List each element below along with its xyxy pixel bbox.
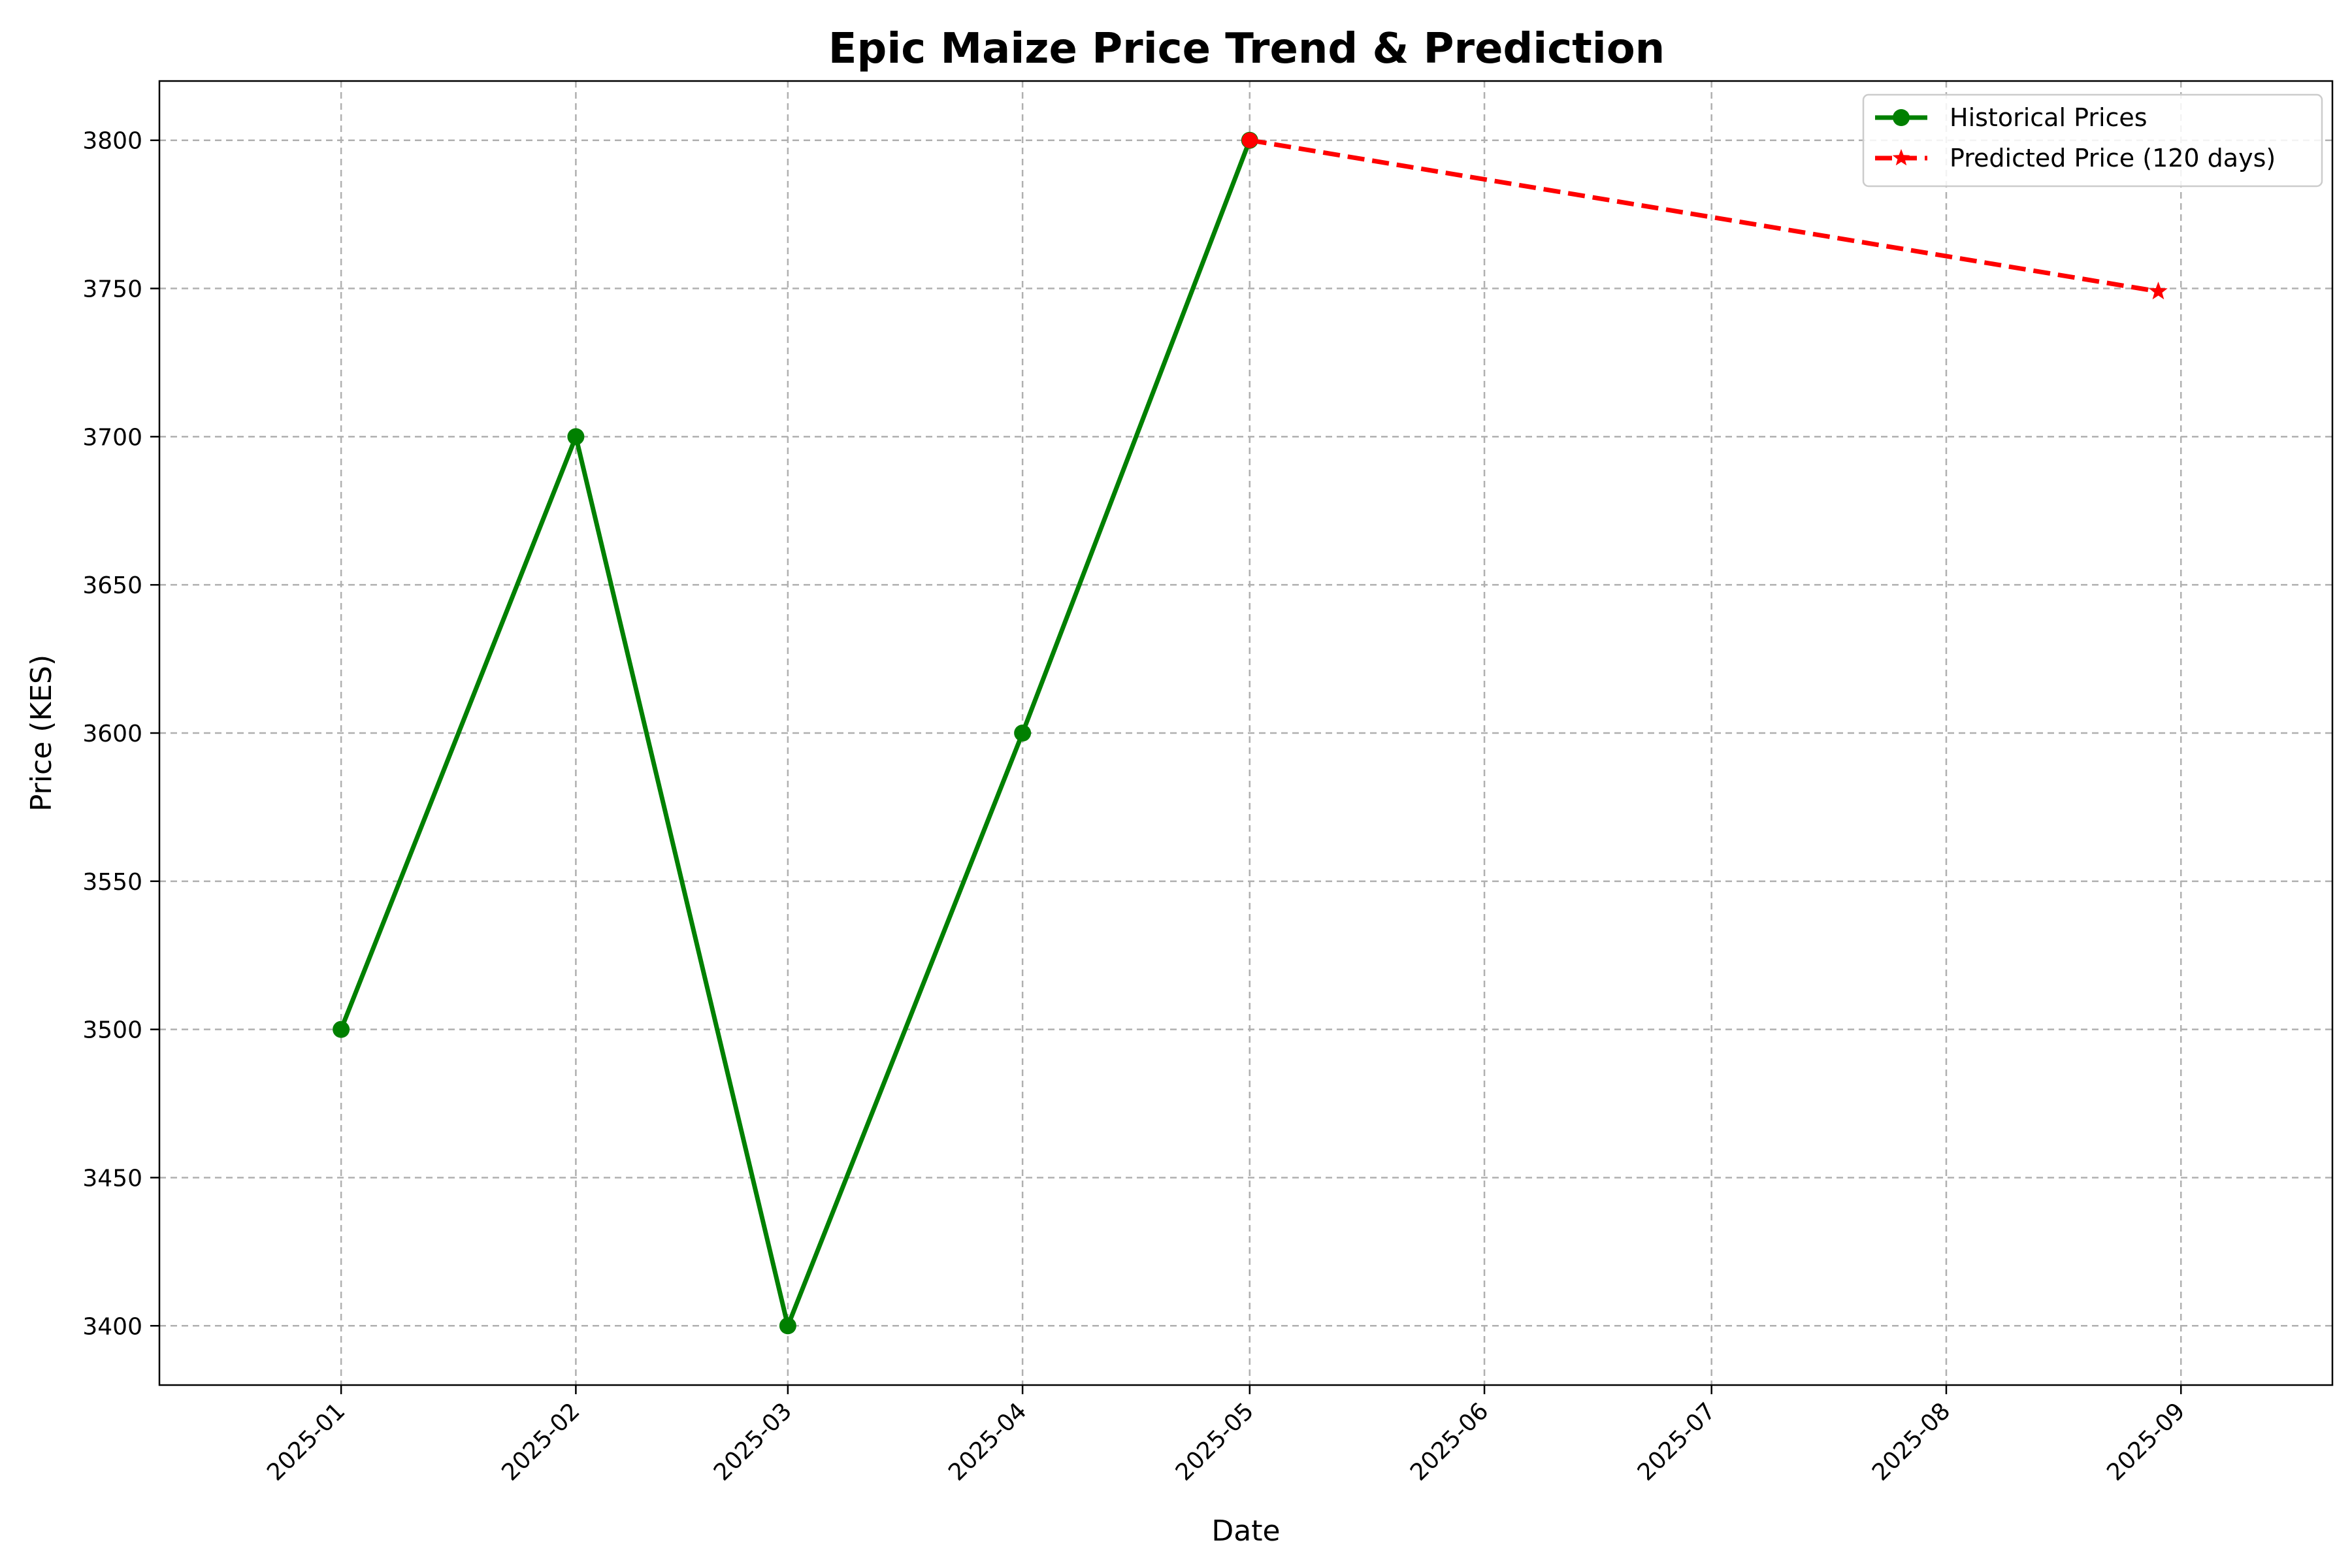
junction-point [1241, 132, 1258, 148]
series-2 [1249, 138, 2168, 300]
x-tick-label: 2025-05 [1171, 1397, 1259, 1486]
y-tick-label: 3700 [82, 424, 142, 451]
data-point [1014, 725, 1032, 742]
data-point [2149, 282, 2168, 300]
legend-marker [1892, 149, 1910, 166]
x-axis-label: Date [1211, 1514, 1280, 1548]
grid [159, 81, 2332, 1385]
x-tick-label: 2025-08 [1867, 1397, 1955, 1486]
legend-label: Historical Prices [1950, 103, 2148, 132]
data-point [333, 1021, 350, 1038]
x-tick-label: 2025-04 [943, 1397, 1032, 1486]
legend-marker [1893, 109, 1910, 126]
x-tick-label: 2025-07 [1633, 1397, 1721, 1486]
x-tick-label: 2025-09 [2102, 1397, 2190, 1486]
chart-title: Epic Maize Price Trend & Prediction [828, 25, 1665, 73]
y-tick-label: 3500 [82, 1017, 142, 1044]
ticks: 2025-01 2025-02 2025-03 2025-04 2025-05 2025-… [82, 128, 2190, 1486]
y-tick-label: 3650 [82, 572, 142, 599]
legend: Historical Prices Predicted Price (120 da… [1862, 93, 2323, 188]
data-point [779, 1317, 796, 1335]
y-tick-label: 3550 [82, 869, 142, 896]
data-point [567, 428, 585, 446]
y-axis-label: Price (KES) [25, 655, 58, 811]
y-tick-label: 3400 [82, 1313, 142, 1340]
y-tick-label: 3600 [82, 721, 142, 747]
x-tick-label: 2025-02 [497, 1397, 585, 1486]
y-tick-label: 3450 [82, 1165, 142, 1192]
x-tick-label: 2025-03 [709, 1397, 797, 1486]
series-line [1249, 138, 2159, 294]
x-tick-label: 2025-06 [1405, 1397, 1494, 1486]
y-tick-label: 3750 [82, 276, 142, 303]
x-tick-label: 2025-01 [262, 1397, 350, 1486]
legend-entry: Predicted Price (120 days) [1875, 144, 2276, 172]
series-layer [333, 131, 2168, 1335]
legend-label: Predicted Price (120 days) [1950, 144, 2276, 172]
legend-entry: Historical Prices [1875, 103, 2148, 132]
y-tick-label: 3800 [82, 128, 142, 155]
legend-box [1862, 93, 2323, 188]
